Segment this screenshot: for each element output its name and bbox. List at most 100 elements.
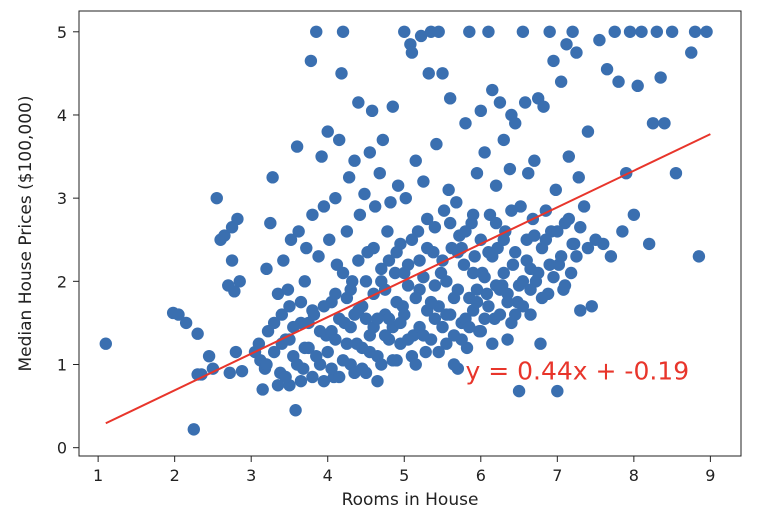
data-point xyxy=(367,241,380,255)
data-point xyxy=(391,179,405,192)
data-point xyxy=(279,370,292,384)
points-layer xyxy=(99,25,713,436)
data-point xyxy=(312,250,325,263)
x-tick-label: 5 xyxy=(399,466,409,485)
data-point xyxy=(658,117,671,130)
data-point xyxy=(283,300,296,313)
data-point xyxy=(413,254,426,267)
data-point xyxy=(551,384,564,398)
data-point xyxy=(373,166,386,180)
data-point xyxy=(292,225,305,238)
data-point xyxy=(604,250,618,263)
data-point xyxy=(363,146,377,159)
data-point xyxy=(363,329,377,342)
data-point xyxy=(388,266,402,280)
data-point xyxy=(493,308,507,321)
data-point xyxy=(348,154,361,167)
data-point xyxy=(440,275,453,288)
data-point xyxy=(335,67,348,80)
data-point xyxy=(572,171,585,184)
data-point xyxy=(516,25,530,38)
data-point xyxy=(302,316,315,330)
regression-line xyxy=(105,133,711,425)
data-point xyxy=(463,320,476,334)
x-tick-label: 7 xyxy=(552,466,562,485)
data-point xyxy=(336,25,350,38)
data-point xyxy=(597,237,610,251)
data-point xyxy=(235,364,249,378)
data-point xyxy=(562,212,576,226)
data-point xyxy=(313,325,327,338)
data-point xyxy=(534,337,547,350)
x-tick-label: 8 xyxy=(629,466,639,485)
data-point xyxy=(493,283,507,296)
data-point xyxy=(428,279,442,292)
data-point xyxy=(646,117,660,130)
data-point xyxy=(522,166,535,180)
data-point xyxy=(478,270,491,284)
data-point xyxy=(463,25,476,38)
data-point xyxy=(470,295,484,309)
data-point xyxy=(459,117,472,130)
data-point xyxy=(398,25,411,38)
data-point xyxy=(315,150,328,163)
data-point xyxy=(375,262,388,276)
x-tick-label: 2 xyxy=(170,466,180,485)
data-point xyxy=(386,354,399,367)
data-point xyxy=(202,349,216,363)
data-point xyxy=(267,345,281,359)
data-point xyxy=(365,104,379,118)
data-point xyxy=(506,258,520,271)
y-tick-label: 0 xyxy=(57,439,67,458)
x-tick-label: 3 xyxy=(246,466,256,485)
data-point xyxy=(450,196,463,209)
data-point xyxy=(482,25,495,38)
data-point xyxy=(264,216,277,230)
data-point xyxy=(378,329,392,342)
data-point xyxy=(440,308,453,321)
data-point xyxy=(187,423,200,436)
data-point xyxy=(277,254,290,267)
data-point xyxy=(381,225,394,238)
data-point xyxy=(503,162,517,176)
data-point xyxy=(310,25,323,38)
data-point xyxy=(336,266,350,280)
data-point xyxy=(623,25,637,38)
data-point xyxy=(256,383,269,396)
data-point xyxy=(577,200,591,213)
x-tick-label: 4 xyxy=(323,466,333,485)
data-point xyxy=(581,241,595,255)
data-point xyxy=(399,191,412,205)
data-point xyxy=(539,233,553,246)
data-point xyxy=(685,46,698,59)
data-point xyxy=(457,258,471,271)
data-point xyxy=(191,327,204,340)
data-point xyxy=(333,370,346,384)
data-point xyxy=(359,312,373,325)
data-point xyxy=(179,316,193,330)
y-tick-label: 1 xyxy=(57,356,67,375)
x-axis: 1 2 3 4 5 6 7 8 9 xyxy=(93,456,715,485)
data-point xyxy=(329,287,342,301)
data-point xyxy=(382,312,396,325)
data-point xyxy=(443,92,457,105)
data-point xyxy=(304,54,318,68)
x-axis-label: Rooms in House xyxy=(342,490,479,510)
data-point xyxy=(355,362,369,375)
data-point xyxy=(692,250,706,263)
data-point xyxy=(468,250,481,263)
data-point xyxy=(547,270,560,284)
data-point xyxy=(363,345,377,359)
data-point xyxy=(228,285,241,298)
data-point xyxy=(430,137,443,151)
y-axis-label: Median House Prices ($100,000) xyxy=(16,95,36,371)
data-point xyxy=(442,183,455,197)
data-point xyxy=(432,25,445,38)
data-point xyxy=(271,287,285,301)
data-point xyxy=(376,133,390,147)
data-point xyxy=(564,266,578,280)
data-point xyxy=(371,374,384,388)
data-point xyxy=(443,216,457,230)
data-point xyxy=(231,212,244,226)
data-point xyxy=(486,337,499,350)
